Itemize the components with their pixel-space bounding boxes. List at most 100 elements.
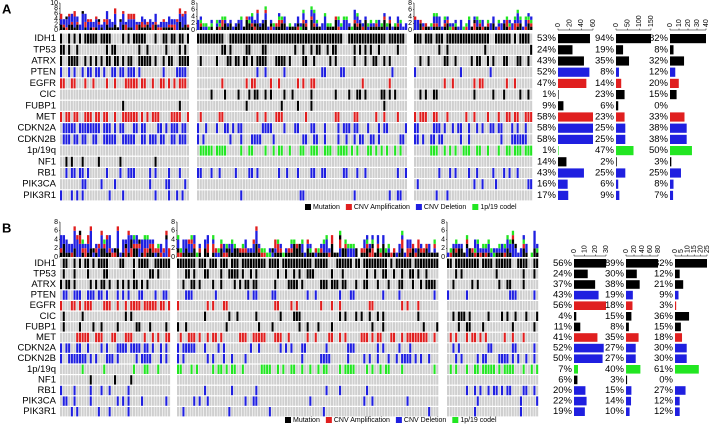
alteration-cell bbox=[438, 134, 441, 145]
cell bbox=[198, 385, 201, 396]
cell bbox=[62, 332, 65, 343]
cell bbox=[70, 396, 73, 406]
cell bbox=[241, 322, 244, 332]
cell bbox=[337, 168, 340, 178]
cell bbox=[68, 301, 71, 311]
cell bbox=[275, 78, 278, 89]
cell bbox=[279, 322, 282, 332]
alteration-cell bbox=[68, 279, 71, 290]
alteration-cell bbox=[321, 33, 324, 44]
cell bbox=[206, 364, 209, 374]
cell bbox=[375, 190, 378, 201]
cell bbox=[497, 179, 500, 190]
cell bbox=[377, 100, 380, 111]
column-count bbox=[516, 23, 519, 27]
column-count bbox=[432, 13, 436, 17]
alteration-cell bbox=[301, 354, 304, 364]
cell bbox=[259, 100, 262, 111]
cell bbox=[146, 33, 149, 44]
cell bbox=[146, 396, 149, 406]
cell bbox=[513, 168, 516, 178]
alteration-cell bbox=[303, 258, 306, 268]
alteration-cell bbox=[459, 134, 462, 145]
cell bbox=[162, 44, 165, 55]
alteration-cell bbox=[108, 123, 111, 134]
cell bbox=[108, 269, 111, 279]
cell bbox=[305, 168, 308, 178]
alteration-cell bbox=[353, 33, 356, 44]
cell bbox=[446, 168, 449, 178]
alteration-cell bbox=[244, 396, 247, 406]
cell bbox=[162, 332, 165, 343]
alteration-cell bbox=[414, 67, 417, 78]
cell bbox=[181, 168, 184, 178]
cell bbox=[114, 364, 117, 374]
alteration-cell bbox=[222, 258, 225, 268]
alteration-cell bbox=[473, 89, 476, 100]
alteration-cell bbox=[267, 33, 270, 44]
cell bbox=[334, 179, 337, 190]
cell bbox=[119, 375, 122, 385]
alteration-cell bbox=[492, 89, 495, 100]
cell bbox=[263, 301, 266, 311]
cell bbox=[105, 67, 108, 78]
cell bbox=[301, 311, 304, 321]
cell bbox=[108, 290, 111, 300]
cell bbox=[100, 375, 103, 385]
cell bbox=[124, 156, 127, 167]
cell bbox=[391, 78, 394, 89]
alteration-cell bbox=[233, 269, 236, 279]
alteration-cell bbox=[162, 33, 165, 44]
cell bbox=[170, 44, 173, 55]
alteration-cell bbox=[224, 89, 227, 100]
y-tick-label: 8 bbox=[191, 0, 195, 7]
cell bbox=[215, 78, 218, 89]
column-count bbox=[279, 243, 282, 249]
cell bbox=[489, 156, 492, 167]
percent-label: 16% bbox=[537, 179, 557, 190]
cell bbox=[253, 56, 256, 66]
cell bbox=[298, 354, 301, 364]
column-count bbox=[278, 13, 281, 17]
cell bbox=[202, 67, 205, 78]
cell bbox=[328, 396, 331, 406]
alteration-cell bbox=[323, 123, 326, 134]
alteration-cell bbox=[199, 33, 202, 44]
panel-label: B bbox=[2, 220, 11, 235]
cell bbox=[151, 56, 154, 66]
cell bbox=[146, 134, 149, 145]
cell bbox=[239, 322, 242, 332]
alteration-cell bbox=[305, 33, 308, 44]
alteration-cell bbox=[68, 33, 71, 44]
column-count bbox=[84, 21, 87, 28]
cell bbox=[229, 112, 232, 122]
cell bbox=[492, 190, 495, 201]
cell bbox=[350, 112, 353, 122]
cell bbox=[369, 112, 372, 122]
cell bbox=[416, 78, 419, 89]
cell bbox=[380, 112, 383, 122]
cell bbox=[65, 56, 68, 66]
cell bbox=[248, 67, 251, 78]
cell bbox=[396, 123, 399, 134]
column-count bbox=[383, 16, 386, 20]
cell bbox=[457, 44, 460, 55]
column-count bbox=[84, 13, 87, 22]
cell bbox=[299, 67, 302, 78]
cell bbox=[65, 407, 68, 417]
cell bbox=[236, 364, 239, 374]
alteration-cell bbox=[92, 322, 95, 332]
alteration-cell bbox=[62, 134, 65, 145]
column-count bbox=[348, 26, 351, 30]
alteration-cell bbox=[65, 396, 68, 406]
alteration-cell bbox=[141, 78, 144, 89]
cell bbox=[178, 123, 181, 134]
cell bbox=[151, 322, 154, 332]
cell bbox=[195, 311, 198, 321]
cell bbox=[60, 123, 63, 134]
alteration-cell bbox=[303, 343, 306, 353]
alteration-cell bbox=[367, 123, 370, 134]
cell bbox=[119, 322, 122, 332]
cell bbox=[205, 168, 208, 178]
alteration-cell bbox=[65, 168, 68, 178]
